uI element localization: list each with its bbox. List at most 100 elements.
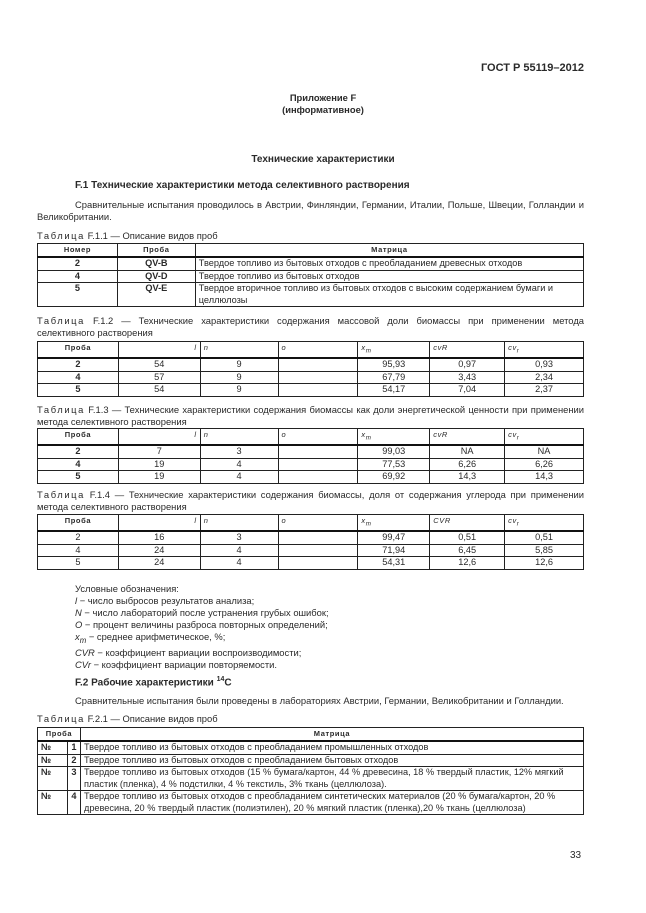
table-cell: 3 [199, 530, 279, 545]
f2-heading-end: C [224, 677, 232, 689]
table-f1-3: Проба l n o xm cvR cvr 2 7 3 99,03 NA NA 4 19 4 77,53 6,2… [37, 428, 584, 484]
legend-item: xm − среднее арифметическое, %; [75, 631, 329, 647]
isotope-superscript: 14 [216, 676, 225, 683]
legend-text: − коэффициент вариации повторяемости. [90, 658, 277, 670]
caption-prefix: Таблица [37, 713, 85, 724]
table-cell: 14,3 [429, 470, 506, 484]
table-row: № 2 Твердое топливо из бытовых отходов с п… [37, 753, 585, 767]
table-f1-4: Проба l n o xm CVR cvr 2 16 3 99,47 0,51 0,51 4 24 4 71,… [37, 514, 584, 570]
header-row: Проба Матрица [37, 727, 585, 742]
table-row: 4 24 4 71,94 6,45 5,85 [37, 543, 584, 557]
caption-text: F.2.1 — Описание видов проб [84, 713, 218, 724]
column-header: o [277, 514, 359, 532]
table-cell: 5 [37, 383, 119, 397]
caption-text: F.1.4 — Технические характеристики содер… [37, 489, 584, 512]
section-title: Технические характеристики [251, 154, 395, 165]
page-number: 33 [570, 850, 582, 861]
f2-heading-text: F.2 Рабочие характеристики [75, 677, 217, 689]
column-header: xm [357, 428, 431, 446]
t21-caption: Таблица F.2.1 — Описание видов проб [37, 713, 584, 725]
table-cell: 2,34 [504, 370, 584, 384]
column-header: o [277, 341, 359, 359]
t12-caption: Таблица F.1.2 — Технические характеристи… [37, 315, 584, 339]
legend-text: − среднее арифметическое, %; [86, 631, 226, 642]
legend-symbol: l [75, 595, 78, 606]
header-row: Проба l n o xm CVR cvr [37, 514, 584, 532]
legend-item: CVR − коэффициент вариации воспроизводим… [75, 647, 329, 659]
column-header: cvR [429, 341, 506, 359]
table-f1-2: Проба l n o xm cvR cvr 2 54 9 95,93 0,97 0,93 4 57 9 67,… [37, 341, 584, 397]
table-row: № 1 Твердое топливо из бытовых отходов с п… [37, 740, 585, 755]
table-cell: 24 [117, 556, 201, 570]
table-row: 4 57 9 67,79 3,43 2,34 [37, 370, 584, 384]
column-header: l [117, 341, 201, 359]
table-cell: 95,93 [357, 357, 431, 372]
table-cell: 4 [37, 370, 119, 384]
column-header: CVR [429, 514, 506, 532]
table-row: 5 54 9 54,17 7,04 2,37 [37, 383, 584, 397]
table-row: 4 QV-D Твердое топливо из бытовых отходов [37, 269, 585, 283]
table-cell [277, 383, 359, 397]
table-cell [277, 370, 359, 384]
table-row: 5 19 4 69,92 14,3 14,3 [37, 470, 584, 484]
legend-item: l − число выбросов результатов анализа; [75, 595, 329, 607]
table-cell: № [37, 753, 68, 767]
table-cell: 24 [117, 543, 201, 557]
table-cell: 0,93 [504, 357, 584, 372]
table-cell: 2 [37, 256, 118, 271]
table-cell [277, 457, 359, 471]
table-cell: NA [504, 444, 584, 459]
appendix-title: Приложение F [289, 92, 357, 103]
column-header: n [199, 514, 279, 532]
table-cell: 57 [117, 370, 201, 384]
f2-heading: F.2 Рабочие характеристики 14C [75, 674, 232, 689]
legend-symbol: xm [75, 631, 87, 645]
table-cell: 5 [37, 556, 119, 570]
column-header: cvr [504, 514, 584, 532]
table-cell [277, 530, 359, 545]
caption-text: F.1.1 — Описание видов проб [84, 230, 218, 241]
column-header: o [277, 428, 359, 446]
table-cell: Твердое топливо из бытовых отходов (15 %… [79, 766, 585, 791]
column-header: Проба [37, 727, 81, 742]
table-cell [277, 543, 359, 557]
table-cell: QV-E [116, 282, 196, 307]
table-cell: № [37, 766, 68, 791]
table-cell: 99,47 [357, 530, 431, 545]
table-cell: Твердое топливо из бытовых отходов с пре… [194, 256, 585, 271]
caption-prefix: Таблица [37, 230, 85, 241]
legend-text: − коэффициент вариации воспроизводимости… [94, 646, 302, 658]
table-cell: 2 [37, 530, 119, 545]
table-cell: 67,79 [357, 370, 431, 384]
table-cell: 19 [117, 457, 201, 471]
legend-title: Условные обозначения: [75, 583, 179, 594]
table-cell: 4 [199, 556, 279, 570]
table-cell: 12,6 [504, 556, 584, 570]
table-cell: 3 [66, 766, 81, 791]
column-header: Проба [116, 243, 196, 258]
header-row: Проба l n o xm cvR cvr [37, 341, 584, 359]
table-cell: 77,53 [357, 457, 431, 471]
column-header: Матрица [79, 727, 585, 742]
legend-item: O − процент величины разброса повторных … [75, 619, 329, 631]
table-row: 5 QV-E Твердое вторичное топливо из бытовы… [37, 282, 585, 307]
table-cell: 6,26 [504, 457, 584, 471]
column-header: Проба [37, 514, 119, 532]
legend-item: N − число лабораторий после устранения г… [75, 607, 329, 619]
table-cell: 4 [37, 457, 119, 471]
table-cell [277, 357, 359, 372]
table-cell: 2 [66, 753, 81, 767]
table-cell: № [37, 790, 68, 815]
standard-number: ГОСТ Р 55119–2012 [480, 62, 584, 74]
caption-prefix: Таблица [37, 489, 85, 500]
column-header: l [117, 428, 201, 446]
table-cell: 2 [37, 444, 119, 459]
legend-symbol: O [75, 619, 83, 630]
column-header: xm [357, 514, 431, 532]
table-cell: 4 [199, 470, 279, 484]
table-cell: 4 [37, 269, 118, 283]
table-cell [277, 444, 359, 459]
table-cell: QV-D [116, 269, 196, 283]
table-cell: 5 [37, 470, 119, 484]
table-row: 2 16 3 99,47 0,51 0,51 [37, 530, 584, 545]
